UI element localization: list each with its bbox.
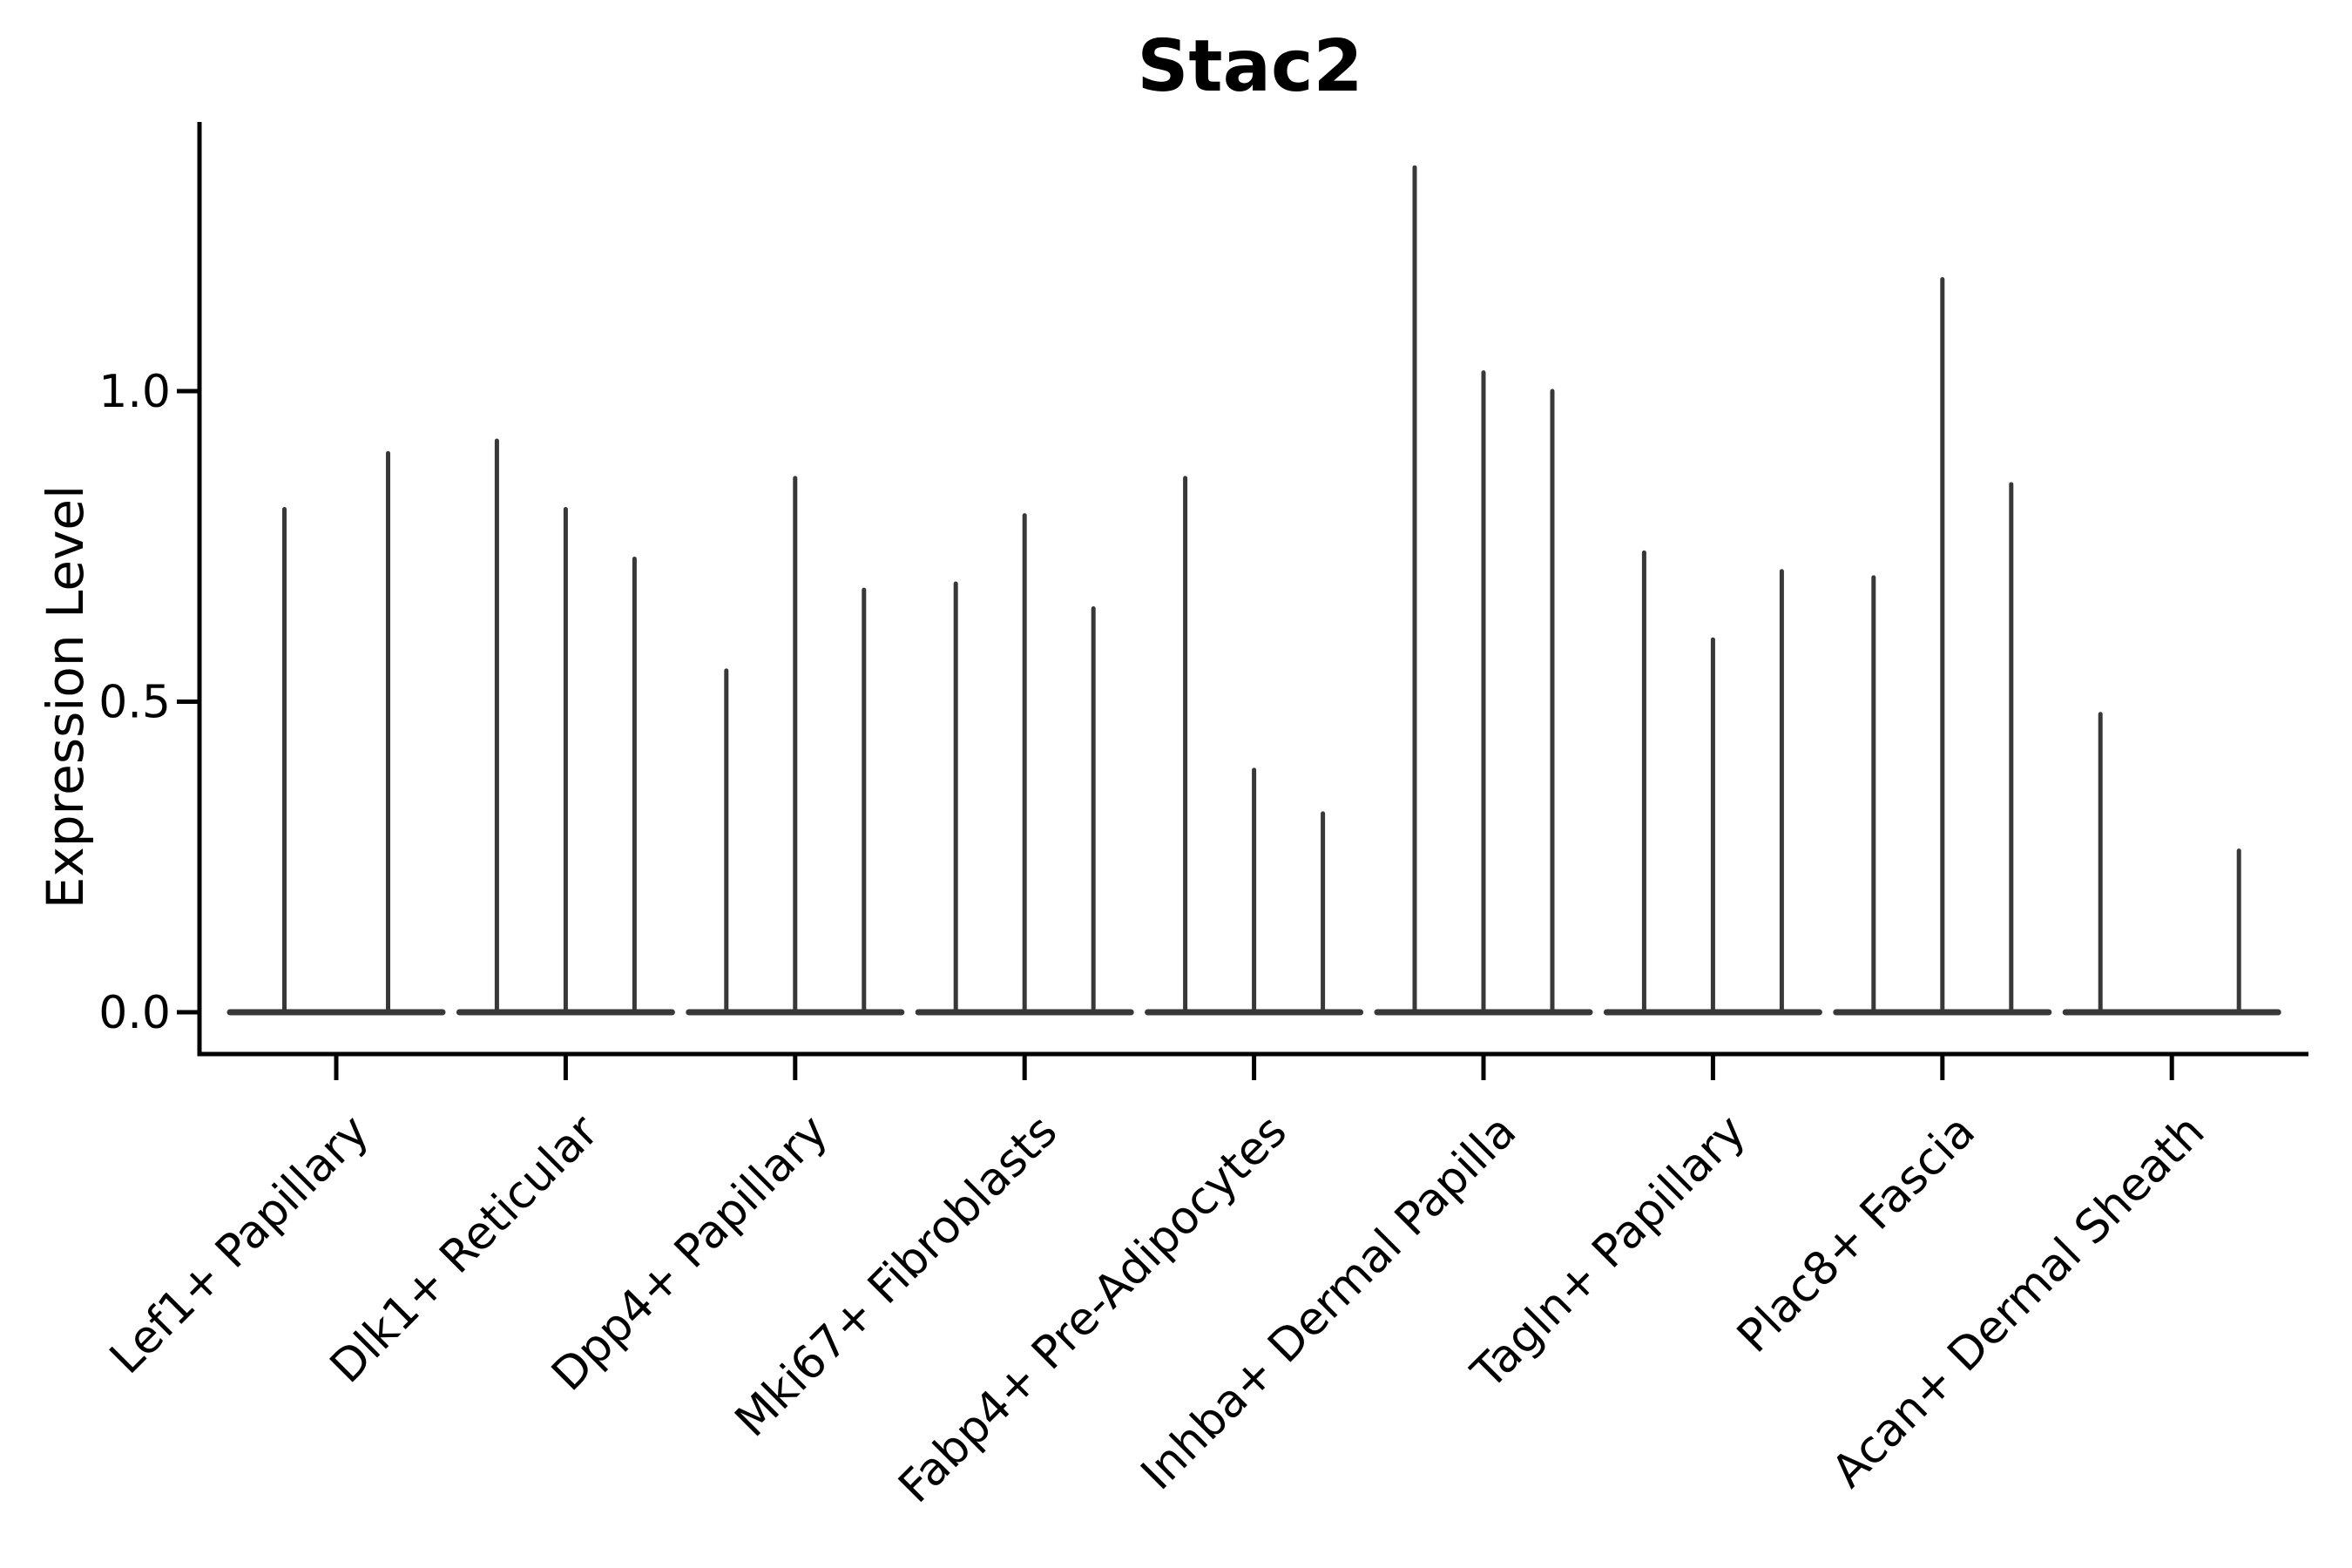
violins-layer bbox=[226, 165, 2281, 1016]
y-tick-label: 0.0 bbox=[98, 987, 171, 1039]
x-tick-label: Fabp4+ Pre-Adipocytes bbox=[889, 1105, 1296, 1513]
y-tick-label: 0.5 bbox=[98, 677, 171, 729]
y-axis-ticks: 1.0 0.5 0.0 bbox=[98, 366, 199, 1039]
x-tick-label: Plac8+ Fascia bbox=[1727, 1105, 1985, 1363]
chart-title: Stac2 bbox=[1137, 25, 1362, 108]
x-tick-label: Acan+ Dermal Sheath bbox=[1822, 1105, 2215, 1498]
x-tick-label: Inhba+ Dermal Papilla bbox=[1132, 1105, 1526, 1500]
y-tick-label: 1.0 bbox=[98, 366, 171, 418]
axes-spines bbox=[197, 122, 2308, 1057]
y-axis-label: Expression Level bbox=[36, 485, 95, 909]
